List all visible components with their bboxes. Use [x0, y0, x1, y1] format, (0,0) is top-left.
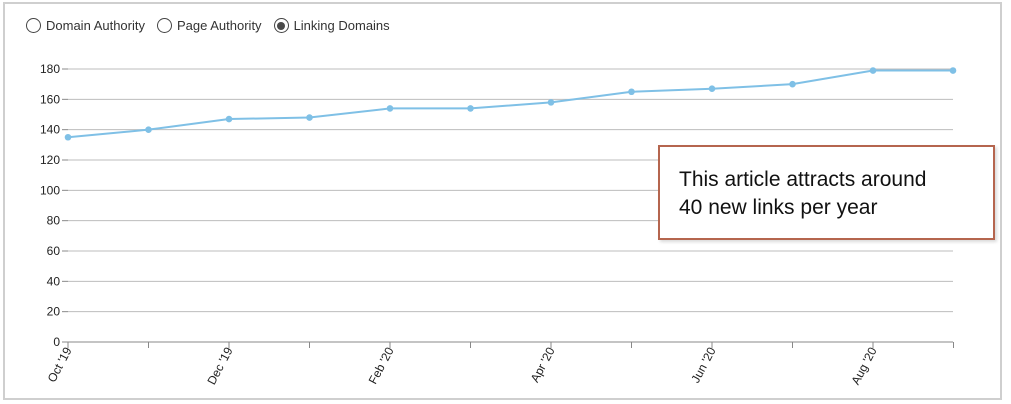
data-point	[467, 105, 474, 112]
y-tick-label: 40	[47, 274, 61, 288]
radio-selected-dot-icon	[277, 21, 286, 30]
data-point	[64, 133, 72, 141]
y-tick-label: 20	[47, 305, 61, 319]
y-tick-label: 120	[40, 153, 60, 167]
data-point	[225, 115, 233, 123]
radio-label[interactable]: Domain Authority	[46, 18, 145, 33]
x-tick-label: Feb '20	[366, 345, 397, 387]
x-tick-label: Oct '19	[45, 345, 75, 385]
x-tick-label: Jun '20	[688, 345, 719, 386]
data-point	[306, 114, 313, 121]
radio-label[interactable]: Linking Domains	[293, 18, 390, 33]
radio-linking-domains[interactable]: Linking Domains	[273, 18, 390, 33]
y-tick-label: 0	[53, 335, 60, 349]
y-tick-label: 140	[40, 123, 60, 137]
radio-button-icon[interactable]	[26, 18, 41, 33]
metric-selector: Domain Authority Page Authority Linking …	[26, 18, 402, 33]
y-tick-label: 80	[47, 214, 61, 228]
data-point	[386, 105, 394, 112]
radio-domain-authority[interactable]: Domain Authority	[26, 18, 145, 33]
x-tick-label: Dec '19	[204, 345, 235, 387]
y-tick-label: 180	[40, 62, 60, 76]
y-tick-label: 160	[40, 92, 60, 106]
radio-button-selected-icon[interactable]	[273, 18, 289, 33]
data-point	[789, 80, 796, 88]
y-tick-label: 60	[47, 244, 61, 258]
series-line	[67, 69, 953, 139]
x-tick-label: Apr '20	[528, 345, 558, 385]
x-tick-label: Aug '20	[848, 345, 879, 387]
data-point	[628, 88, 635, 96]
data-point	[145, 126, 152, 133]
data-point	[949, 67, 957, 74]
data-point	[869, 67, 877, 74]
radio-label[interactable]: Page Authority	[177, 18, 262, 33]
radio-page-authority[interactable]: Page Authority	[157, 18, 262, 33]
radio-button-icon[interactable]	[157, 18, 172, 33]
y-tick-label: 100	[40, 183, 60, 197]
annotation-callout: This article attracts around 40 new link…	[658, 145, 995, 240]
data-point	[547, 99, 555, 106]
data-point	[708, 85, 716, 93]
